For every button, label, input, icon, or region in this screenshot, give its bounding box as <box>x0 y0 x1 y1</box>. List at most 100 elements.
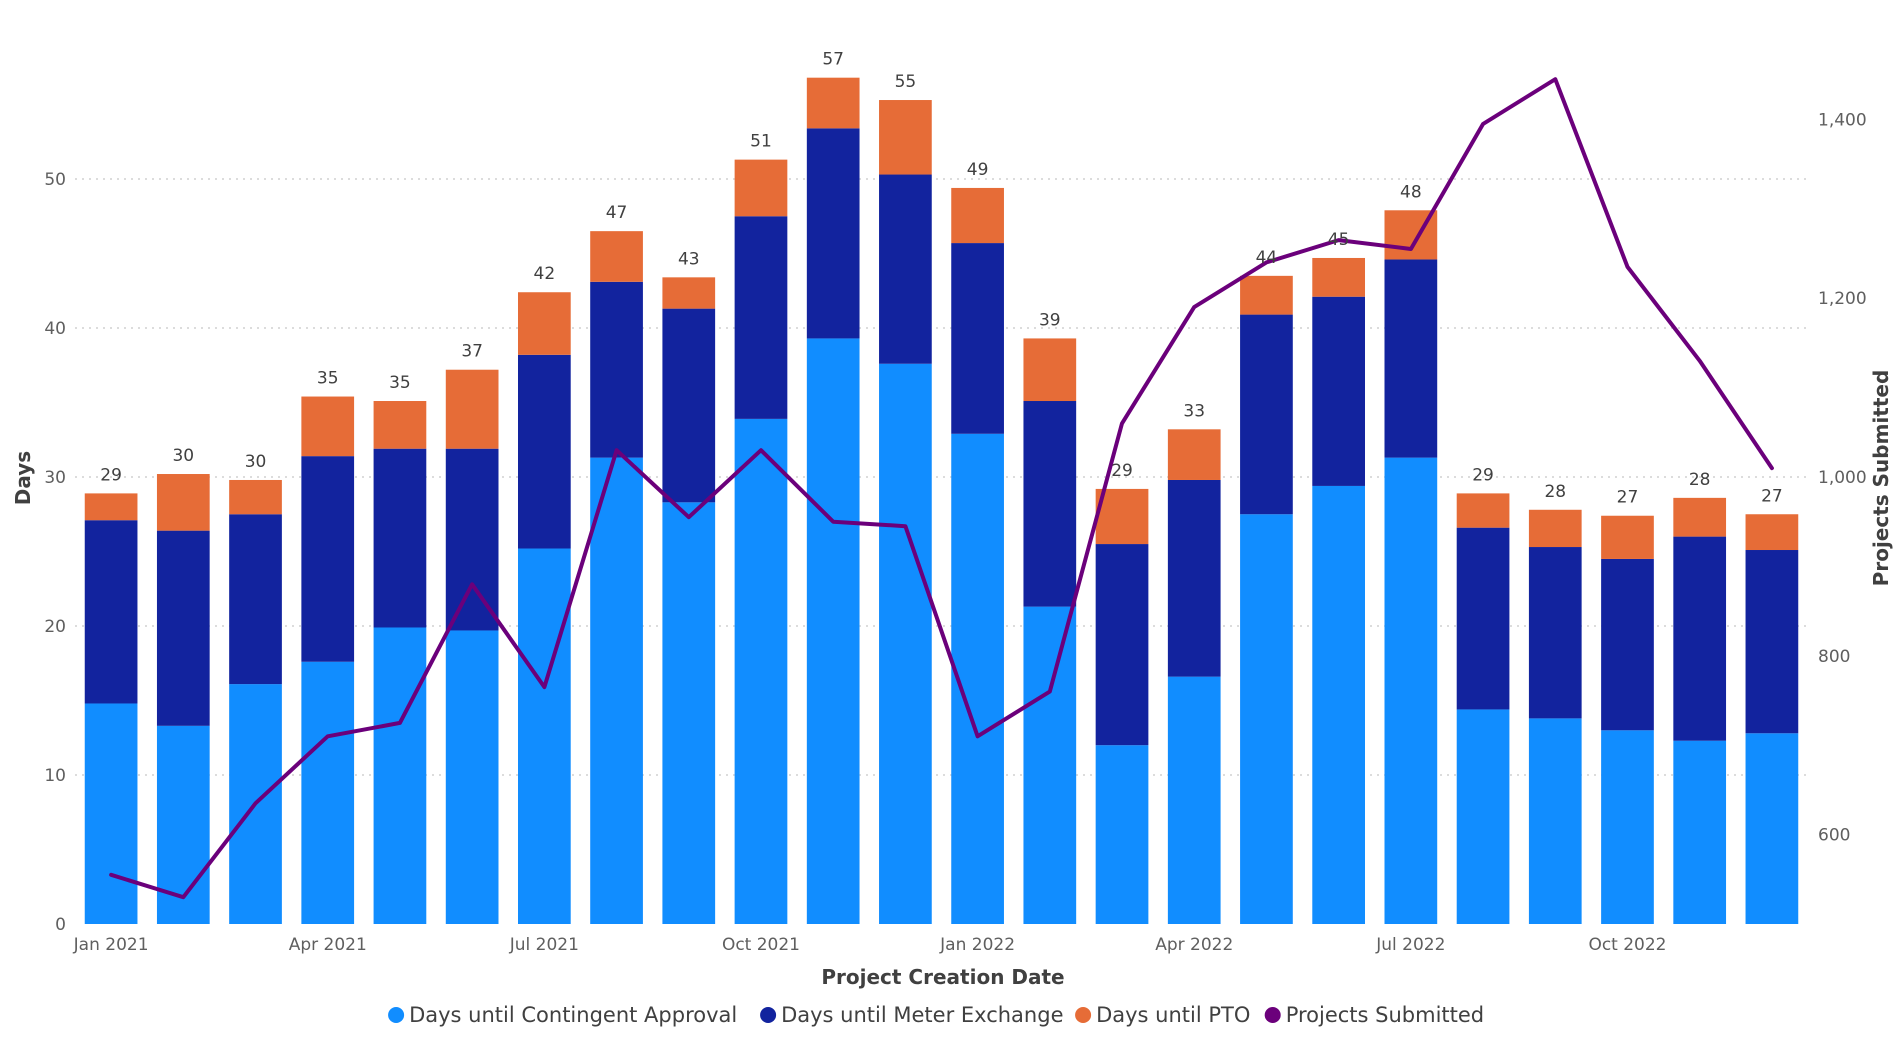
y-axis-title: Days <box>11 451 35 505</box>
legend-label[interactable]: Days until Contingent Approval <box>409 1003 737 1027</box>
bar-segment-3[interactable] <box>806 77 860 129</box>
bar-segment-3[interactable] <box>156 474 210 531</box>
bar-segment-3[interactable] <box>517 292 571 355</box>
y-tick-label: 40 <box>44 319 66 339</box>
bar-segment-2[interactable] <box>1456 527 1510 710</box>
legend-label[interactable]: Days until PTO <box>1096 1003 1250 1027</box>
bar-segment-1[interactable] <box>1745 733 1799 924</box>
projects-submitted-line[interactable] <box>109 77 1774 900</box>
bar-segment-2[interactable] <box>1312 296 1366 486</box>
bar-segment-1[interactable] <box>84 703 138 924</box>
data-label-layer: 29 30 30 35 35 37 42 47 43 51 57 55 49 39 29 33 44 45 48 29… <box>100 50 1782 508</box>
bar-segment-3[interactable] <box>951 187 1004 244</box>
bar-segment-2[interactable] <box>84 520 138 704</box>
x-tick-label: Jan 2022 <box>939 935 1015 955</box>
data-label: 45 <box>1328 230 1350 250</box>
bar-segment-1[interactable] <box>662 502 716 924</box>
bar-segment-1[interactable] <box>806 338 860 924</box>
x-tick-label: Apr 2022 <box>1155 935 1233 955</box>
bar-segment-3[interactable] <box>1673 497 1727 537</box>
bar-segment-2[interactable] <box>1673 536 1727 741</box>
bar-segment-3[interactable] <box>734 159 788 217</box>
bar-segment-1[interactable] <box>1312 485 1366 924</box>
bar-segment-3[interactable] <box>662 277 716 309</box>
bar-segment-3[interactable] <box>1095 488 1149 545</box>
x-axis-title: Project Creation Date <box>821 965 1064 989</box>
bar-segment-3[interactable] <box>590 231 643 282</box>
bar-segment-1[interactable] <box>1673 740 1727 924</box>
bar-segment-3[interactable] <box>229 479 282 515</box>
legend-label[interactable]: Projects Submitted <box>1286 1003 1484 1027</box>
bar-segment-1[interactable] <box>517 548 571 924</box>
bar-segment-1[interactable] <box>590 457 643 924</box>
legend-label[interactable]: Days until Meter Exchange <box>781 1003 1063 1027</box>
y2-tick-label: 1,000 <box>1818 468 1867 488</box>
bar-segment-1[interactable] <box>1601 730 1654 924</box>
bar-segment-2[interactable] <box>879 174 932 364</box>
bar-segment-2[interactable] <box>951 243 1004 434</box>
bar-segment-1[interactable] <box>1167 676 1221 924</box>
bar-segment-3[interactable] <box>445 369 499 449</box>
bar-segment-1[interactable] <box>1023 606 1077 924</box>
bar-segment-2[interactable] <box>1167 479 1221 677</box>
bar-segment-3[interactable] <box>1745 514 1799 551</box>
bar-segment-2[interactable] <box>1240 314 1293 515</box>
bar-segment-1[interactable] <box>734 418 788 924</box>
bar-segment-1[interactable] <box>373 627 427 924</box>
data-label: 43 <box>678 249 700 269</box>
bar-segment-3[interactable] <box>1240 275 1293 315</box>
bar-segment-3[interactable] <box>1167 429 1221 480</box>
bar-segment-1[interactable] <box>1240 514 1293 924</box>
data-label: 57 <box>822 50 844 70</box>
y-tick-label: 50 <box>44 170 66 190</box>
bar-segment-2[interactable] <box>301 456 355 662</box>
bar-segment-3[interactable] <box>1312 257 1366 297</box>
data-label: 47 <box>606 203 628 223</box>
bar-segment-3[interactable] <box>84 493 138 521</box>
bar-segment-2[interactable] <box>1745 550 1799 734</box>
bar-segment-2[interactable] <box>1023 401 1077 607</box>
bar-segment-2[interactable] <box>1384 259 1438 458</box>
bar-segment-1[interactable] <box>301 661 355 924</box>
data-label: 30 <box>245 452 267 472</box>
bar-segment-2[interactable] <box>445 448 499 631</box>
bar-segment-2[interactable] <box>1528 547 1582 719</box>
bar-segment-1[interactable] <box>1384 457 1438 924</box>
bar-segment-3[interactable] <box>1601 515 1654 559</box>
bar-segment-1[interactable] <box>445 630 499 924</box>
data-label: 35 <box>389 373 411 393</box>
data-label: 29 <box>1472 465 1494 485</box>
x-tick-label: Apr 2021 <box>289 935 367 955</box>
bar-segment-2[interactable] <box>734 216 788 419</box>
x-tick-label: Jul 2022 <box>1375 935 1445 955</box>
bar-segment-2[interactable] <box>662 308 716 503</box>
bar-segment-1[interactable] <box>879 363 932 924</box>
bar-segment-3[interactable] <box>879 100 932 175</box>
bar-segment-1[interactable] <box>1528 718 1582 924</box>
bar-segment-2[interactable] <box>229 514 282 685</box>
bar-segment-1[interactable] <box>951 433 1004 924</box>
bar-segment-2[interactable] <box>590 281 643 458</box>
bar-segment-3[interactable] <box>301 396 355 457</box>
bar-segment-2[interactable] <box>517 354 571 549</box>
y2-tick-label: 600 <box>1818 826 1850 846</box>
data-label: 44 <box>1256 248 1278 268</box>
data-label: 48 <box>1400 182 1422 202</box>
bar-segment-1[interactable] <box>1456 709 1510 924</box>
data-label: 55 <box>895 72 917 92</box>
bar-segment-3[interactable] <box>1528 509 1582 548</box>
y-tick-label: 0 <box>55 915 66 935</box>
bar-segment-2[interactable] <box>806 128 860 339</box>
data-label: 27 <box>1761 486 1783 506</box>
bar-segment-2[interactable] <box>1095 544 1149 746</box>
bar-segment-2[interactable] <box>1601 558 1654 731</box>
bar-segment-3[interactable] <box>1456 493 1510 528</box>
legend-marker <box>760 1007 777 1023</box>
bar-segment-1[interactable] <box>1095 745 1149 924</box>
bar-segment-2[interactable] <box>373 448 427 628</box>
bar-segment-2[interactable] <box>156 530 210 726</box>
bar-segment-3[interactable] <box>373 401 427 449</box>
data-label: 29 <box>1111 461 1133 481</box>
bar-segment-3[interactable] <box>1023 338 1077 402</box>
